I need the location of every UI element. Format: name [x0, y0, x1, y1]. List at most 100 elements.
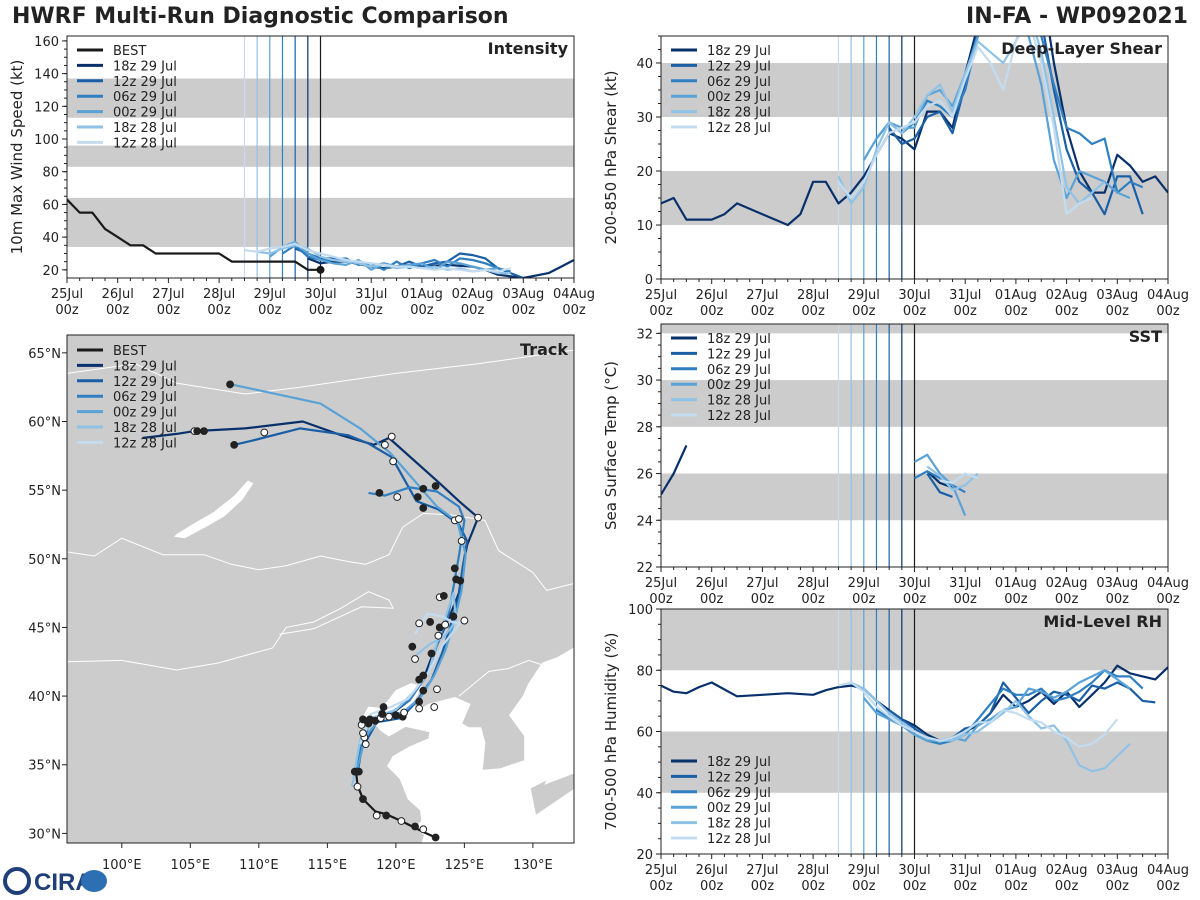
x-tick-label: 00z: [1106, 304, 1130, 319]
legend-label: BEST: [113, 344, 146, 359]
x-tick-label: 02Aug: [452, 287, 494, 302]
x-tick-label: 04Aug: [1147, 288, 1189, 303]
panel-title: Deep-Layer Shear: [1001, 39, 1162, 58]
series-line: [926, 465, 979, 491]
x-tick-label: 03Aug: [1096, 288, 1138, 303]
x-tick-label: 00z: [1004, 592, 1028, 607]
track-marker: [230, 440, 239, 449]
x-tick-label: 04Aug: [553, 287, 595, 302]
track-marker: [411, 822, 419, 831]
track-marker: [441, 620, 450, 629]
track-marker: [359, 795, 367, 803]
legend-label: 00z 29 Jul: [707, 801, 771, 816]
x-tick-label: 30Jul: [304, 287, 336, 302]
x-tick-label: 00z: [954, 879, 978, 894]
x-tick-label: 120°E: [376, 858, 416, 873]
track-marker: [415, 697, 424, 706]
x-tick-label: 02Aug: [1046, 576, 1088, 591]
logo-globe-icon: [81, 870, 107, 892]
x-tick-label: 00z: [1156, 304, 1180, 319]
x-tick-label: 00z: [852, 879, 876, 894]
series-line: [661, 36, 1168, 227]
track-marker: [419, 484, 428, 493]
border-line: [67, 591, 394, 671]
track-marker: [454, 515, 463, 523]
series-line: [926, 472, 953, 498]
track-marker: [474, 513, 482, 522]
legend-label: BEST: [113, 44, 146, 59]
x-tick-label: 00z: [903, 304, 927, 319]
x-tick-label: 130°E: [513, 858, 553, 873]
series-line: [244, 242, 511, 273]
series-line: [837, 36, 1106, 205]
legend-label: 18z 29 Jul: [707, 755, 771, 770]
y-tick-label: 40: [636, 57, 653, 72]
x-tick-label: 00z: [106, 303, 130, 318]
y-tick-label: 45°N: [28, 621, 61, 636]
track-marker: [379, 703, 388, 711]
legend-label: 00z 29 Jul: [707, 378, 771, 393]
x-tick-label: 28Jul: [797, 576, 829, 591]
x-tick-label: 00z: [801, 304, 825, 319]
y-tick-label: 100: [34, 133, 59, 148]
x-tick-label: 00z: [852, 304, 876, 319]
legend-label: 00z 29 Jul: [113, 406, 177, 421]
x-tick-label: 26Jul: [102, 287, 134, 302]
track-marker: [419, 686, 428, 695]
cira-logo: CIRA: [3, 867, 107, 896]
island: [529, 769, 574, 817]
x-tick-label: 00z: [157, 303, 181, 318]
y-tick-label: 26: [636, 468, 653, 483]
axes-frame: [66, 334, 575, 844]
x-tick-label: 00z: [410, 303, 434, 318]
x-tick-label: 00z: [649, 304, 673, 319]
track-marker: [200, 427, 208, 436]
x-tick-label: 27Jul: [152, 287, 184, 302]
track-marker: [411, 655, 419, 663]
track-marker: [391, 711, 400, 720]
track-marker: [260, 428, 269, 437]
x-tick-label: 00z: [649, 879, 673, 894]
x-tick-label: 00z: [1055, 304, 1079, 319]
x-tick-label: 115°E: [308, 858, 348, 873]
x-tick-label: 00z: [751, 304, 775, 319]
x-tick-label: 29Jul: [254, 287, 286, 302]
track-marker: [413, 493, 422, 501]
series-group: [661, 36, 1168, 227]
land: [67, 335, 574, 843]
x-tick-label: 26Jul: [696, 863, 728, 878]
track-marker: [361, 740, 370, 749]
track-marker: [226, 380, 234, 389]
y-tick-label: 80: [636, 664, 653, 679]
x-tick-label: 00z: [649, 592, 673, 607]
y-tick-label: 60: [636, 726, 653, 741]
x-tick-label: 01Aug: [995, 288, 1037, 303]
border-line: [67, 512, 574, 591]
x-tick-label: 00z: [360, 303, 384, 318]
x-tick-label: 25Jul: [645, 288, 677, 303]
x-tick-label: 110°E: [239, 858, 279, 873]
x-tick-label: 00z: [801, 592, 825, 607]
x-tick-label: 00z: [258, 303, 282, 318]
x-tick-label: 29Jul: [848, 576, 880, 591]
track-marker: [419, 671, 428, 680]
panel-title: Mid-Level RH: [1043, 612, 1162, 631]
track-marker: [378, 710, 387, 718]
track-marker: [434, 631, 443, 640]
logo-ring-icon: [3, 867, 31, 895]
y-tick-label: 60°N: [28, 415, 61, 430]
panel-title: Intensity: [488, 39, 569, 58]
track-marker: [408, 642, 417, 651]
x-tick-label: 03Aug: [1096, 863, 1138, 878]
x-tick-label: 00z: [1004, 304, 1028, 319]
y-tick-label: 30°N: [28, 827, 61, 842]
track-marker: [449, 612, 458, 621]
y-tick-label: 65°N: [28, 347, 61, 362]
y-tick-label: 10: [636, 219, 653, 234]
track-marker: [193, 427, 202, 436]
x-tick-label: 28Jul: [203, 287, 235, 302]
track-marker: [457, 537, 466, 545]
x-tick-label: 01Aug: [995, 576, 1037, 591]
track-marker: [375, 488, 384, 497]
y-axis-label: 200-850 hPa Shear (kt): [602, 71, 620, 245]
